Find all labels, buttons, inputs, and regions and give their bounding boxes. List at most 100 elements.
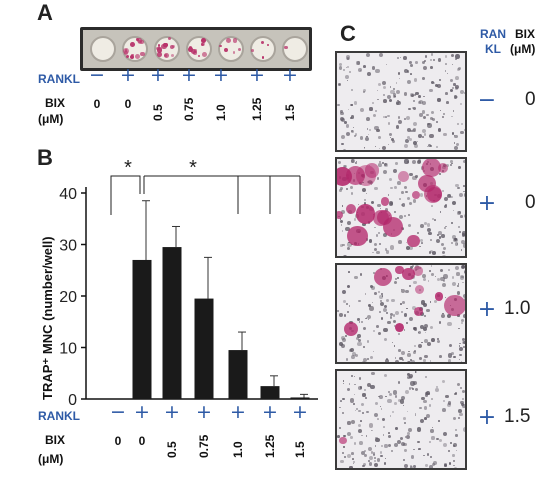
stain-spot <box>171 53 175 57</box>
stain-spot <box>126 55 130 59</box>
cell-dot <box>347 432 352 437</box>
bar <box>194 298 214 399</box>
cell-dot <box>447 194 451 198</box>
bix-value: 1.25 <box>250 97 264 121</box>
bix-value: 1.0 <box>231 441 245 458</box>
cell-dot <box>461 266 463 268</box>
cell-dot <box>432 59 435 62</box>
cell-dot <box>372 102 374 105</box>
cell-dot <box>387 194 389 196</box>
cell-dot <box>419 245 422 248</box>
cell-dot <box>343 254 348 256</box>
stain-spot <box>193 51 197 55</box>
cell-dot <box>384 305 388 309</box>
stain-spot <box>233 51 236 54</box>
cell-dot <box>421 300 426 305</box>
cell-dot <box>359 386 363 390</box>
cell-dot <box>368 462 373 466</box>
cell-dot <box>338 63 342 67</box>
cell-dot <box>420 224 425 229</box>
cell-dot <box>424 406 428 410</box>
trap-positive-cell <box>337 211 343 220</box>
cell-dot <box>419 238 424 243</box>
stain-spot <box>129 54 135 60</box>
cell-dot <box>366 315 371 320</box>
cell-dot <box>444 203 447 206</box>
cell-dot <box>360 402 365 407</box>
cell-dot <box>423 133 426 136</box>
cell-dot <box>425 331 427 333</box>
cell-dot <box>368 239 373 244</box>
cell-dot <box>455 449 458 452</box>
cell-dot <box>342 380 345 383</box>
cell-dot <box>366 53 371 58</box>
cell-dot <box>418 113 423 118</box>
cell-dot <box>424 394 428 398</box>
micrograph-image <box>335 263 467 364</box>
cell-dot <box>410 72 412 75</box>
cell-dot <box>347 271 350 274</box>
cell-dot <box>439 355 442 358</box>
cell-dot <box>403 56 407 60</box>
cell-dot <box>346 454 351 459</box>
cell-dot <box>378 53 383 58</box>
cell-dot <box>379 451 383 454</box>
cell-dot <box>423 323 428 328</box>
cell-dot <box>376 418 379 421</box>
cell-dot <box>364 136 369 141</box>
cell-dot <box>337 309 340 313</box>
cell-dot <box>386 63 388 65</box>
cell-dot <box>401 190 405 194</box>
cell-dot <box>431 338 436 342</box>
cell-dot <box>445 63 447 65</box>
cell-dot <box>338 342 343 347</box>
cell-dot <box>429 133 434 139</box>
cell-dot <box>410 381 415 386</box>
cell-dot <box>378 163 382 167</box>
cell-dot <box>357 342 362 347</box>
cell-dot <box>406 372 410 376</box>
cell-dot <box>409 172 413 177</box>
y-axis-label: TRAP⁺ MNC (number/well) <box>40 236 55 400</box>
cell-dot <box>461 398 464 401</box>
cell-dot <box>341 452 344 455</box>
cell-dot <box>400 302 403 305</box>
cell-dot <box>413 100 416 103</box>
cell-dot <box>407 223 412 228</box>
cell-dot <box>414 371 416 373</box>
cell-dot <box>457 210 462 215</box>
cell-dot <box>453 464 455 467</box>
cell-dot <box>462 340 465 345</box>
cell-dot <box>395 82 398 85</box>
cell-dot <box>342 397 345 401</box>
cell-dot <box>432 217 435 221</box>
cell-dot <box>389 98 393 103</box>
cell-dot <box>375 233 379 237</box>
cell-dot <box>411 455 415 459</box>
cell-dot <box>369 455 374 460</box>
cell-dot <box>387 114 390 118</box>
cell-dot <box>452 109 455 112</box>
trap-mnc-bar-chart: 0 10 20 30 40 * * <box>59 157 318 409</box>
cell-dot <box>397 72 400 75</box>
y-tick-label: 30 <box>59 238 77 255</box>
cell-dot <box>374 457 377 460</box>
significance-star: * <box>189 157 197 179</box>
rankl-sign: + <box>230 401 246 423</box>
culture-well <box>122 36 148 62</box>
cell-dot <box>437 420 440 423</box>
cell-dot <box>392 168 397 173</box>
trap-positive-cell <box>344 322 359 337</box>
cell-dot <box>444 70 447 72</box>
cell-dot <box>362 188 367 193</box>
cell-dot <box>341 289 346 295</box>
cell-dot <box>406 245 411 250</box>
cell-dot <box>348 305 351 308</box>
cell-dot <box>457 166 461 169</box>
cell-dot <box>358 376 362 380</box>
cell-dot <box>363 91 366 94</box>
cell-dot <box>459 275 464 280</box>
cell-dot <box>341 142 344 146</box>
cell-dot <box>436 337 440 341</box>
cell-dot <box>423 278 427 281</box>
